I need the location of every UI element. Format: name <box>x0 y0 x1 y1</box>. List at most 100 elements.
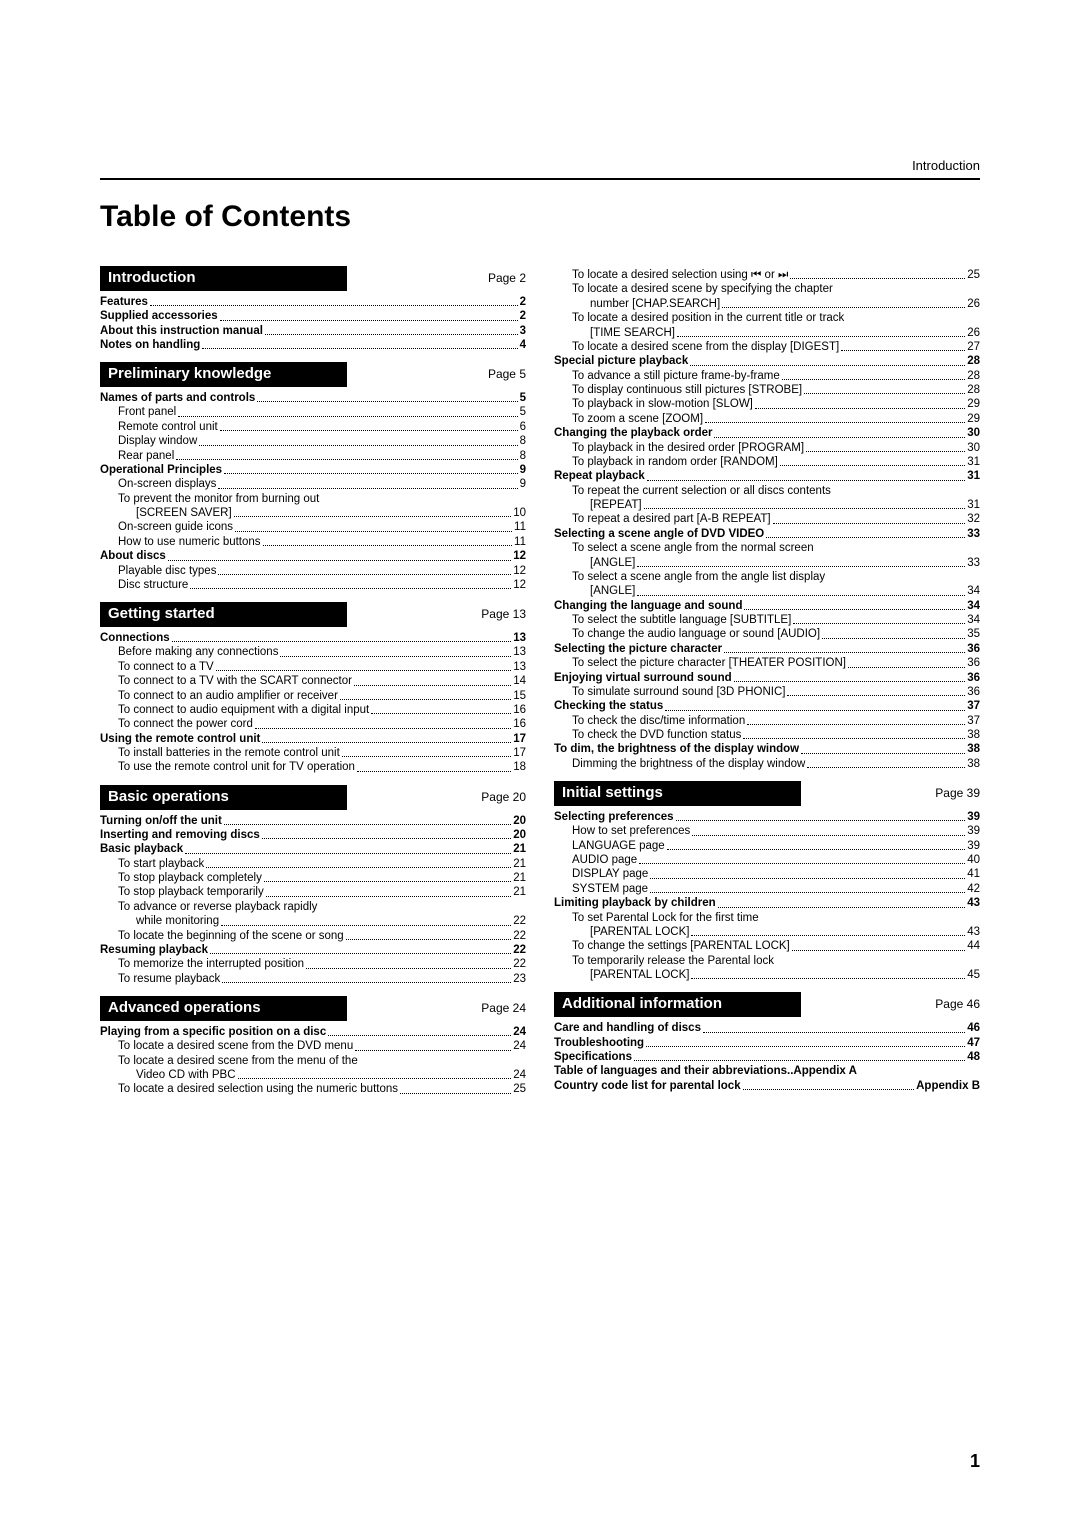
toc-entry-label: To resume playback <box>118 972 220 986</box>
toc-section-page: Page 20 <box>481 790 526 805</box>
leader-dots <box>705 422 965 423</box>
toc-entry-page: Appendix A <box>793 1064 856 1078</box>
toc-entry-page: 21 <box>513 842 526 856</box>
leader-dots <box>342 756 511 757</box>
leader-dots <box>807 767 965 768</box>
toc-section-header: Initial settingsPage 39 <box>554 781 980 806</box>
toc-entry: On-screen guide icons11 <box>100 520 526 534</box>
leader-dots <box>263 545 513 546</box>
toc-entry-label: AUDIO page <box>572 853 637 867</box>
toc-entry-label: [REPEAT] <box>590 498 642 512</box>
toc-entry-label: To advance or reverse playback rapidly <box>118 900 317 914</box>
toc-entry: To zoom a scene [ZOOM]29 <box>554 412 980 426</box>
leader-dots <box>222 982 511 983</box>
leader-dots <box>792 950 965 951</box>
toc-entry: [ANGLE]33 <box>554 556 980 570</box>
toc-entry: To start playback21 <box>100 857 526 871</box>
toc-entry-label: To change the settings [PARENTAL LOCK] <box>572 939 790 953</box>
leader-dots <box>690 365 965 366</box>
toc-entry-label: On-screen guide icons <box>118 520 233 534</box>
toc-entry-label: while monitoring <box>136 914 219 928</box>
toc-entry: [PARENTAL LOCK]43 <box>554 925 980 939</box>
toc-column: To locate a desired selection using ⏮ or… <box>554 256 980 1097</box>
toc-section-title: Getting started <box>100 602 347 627</box>
toc-entry-label: Repeat playback <box>554 469 645 483</box>
toc-entry-label: To playback in random order [RANDOM] <box>572 455 778 469</box>
toc-entry: To select a scene angle from the angle l… <box>554 570 980 584</box>
toc-entry-label: To select the picture character [THEATER… <box>572 656 846 670</box>
toc-entry-label: To memorize the interrupted position <box>118 957 304 971</box>
toc-entry-page: 42 <box>967 882 980 896</box>
leader-dots <box>400 1093 511 1094</box>
toc-entry: To advance or reverse playback rapidly <box>100 900 526 914</box>
toc-entry-page: 30 <box>967 441 980 455</box>
toc-entry-page: 24 <box>513 1039 526 1053</box>
toc-entry: Resuming playback22 <box>100 943 526 957</box>
leader-dots <box>718 907 966 908</box>
toc-entry-page: 34 <box>967 584 980 598</box>
toc-section-page: Page 46 <box>935 997 980 1012</box>
toc-section-title: Advanced operations <box>100 996 347 1021</box>
toc-entry-page: 39 <box>967 824 980 838</box>
toc-entry-label: To locate a desired scene from the menu … <box>118 1054 358 1068</box>
toc-entry-page: 36 <box>967 671 980 685</box>
leader-dots <box>650 892 965 893</box>
toc-entry-label: On-screen displays <box>118 477 216 491</box>
toc-entry-page: 16 <box>513 717 526 731</box>
toc-entry-page: 13 <box>513 645 526 659</box>
toc-entry-page: 21 <box>513 885 526 899</box>
toc-entry: number [CHAP.SEARCH]26 <box>554 297 980 311</box>
toc-entry: To memorize the interrupted position22 <box>100 957 526 971</box>
toc-entry-label: Front panel <box>118 405 176 419</box>
leader-dots <box>665 710 965 711</box>
toc-entry: Table of languages and their abbreviatio… <box>554 1064 980 1078</box>
toc-entry-label: To locate the beginning of the scene or … <box>118 929 344 943</box>
toc-entry: [REPEAT]31 <box>554 498 980 512</box>
leader-dots <box>224 824 511 825</box>
toc-entry-label: To connect the power cord <box>118 717 253 731</box>
leader-dots <box>172 641 512 642</box>
toc-entry-label: To set Parental Lock for the first time <box>572 911 759 925</box>
leader-dots <box>703 1032 965 1033</box>
toc-entry-label: To locate a desired selection using ⏮ or… <box>572 268 788 282</box>
toc-entry-page: 5 <box>520 391 526 405</box>
toc-entry-page: 31 <box>967 455 980 469</box>
leader-dots <box>346 939 512 940</box>
toc-entry-label: To locate a desired selection using the … <box>118 1082 398 1096</box>
toc-entry-label: Care and handling of discs <box>554 1021 701 1035</box>
toc-entry-label: Supplied accessories <box>100 309 218 323</box>
toc-section-page: Page 39 <box>935 786 980 801</box>
leader-dots <box>790 278 965 279</box>
toc-entry-page: 3 <box>520 324 526 338</box>
leader-dots <box>262 742 511 743</box>
leader-dots <box>150 305 518 306</box>
toc-entry-page: 2 <box>520 309 526 323</box>
toc-entry-label: To temporarily release the Parental lock <box>572 954 774 968</box>
toc-entry-page: 43 <box>967 896 980 910</box>
leader-dots <box>218 488 517 489</box>
toc-entry-label: [ANGLE] <box>590 556 635 570</box>
leader-dots <box>841 350 965 351</box>
leader-dots <box>677 336 965 337</box>
leader-dots <box>168 560 511 561</box>
toc-entry: Supplied accessories 2 <box>100 309 526 323</box>
toc-entry-label: Remote control unit <box>118 420 218 434</box>
toc-entry-page: 22 <box>513 943 526 957</box>
leader-dots <box>773 523 966 524</box>
leader-dots <box>257 401 517 402</box>
toc-entry-page: 21 <box>513 871 526 885</box>
toc-column: IntroductionPage 2Features2Supplied acce… <box>100 256 526 1097</box>
toc-entry: To locate a desired position in the curr… <box>554 311 980 325</box>
toc-section-header: Additional informationPage 46 <box>554 992 980 1017</box>
toc-entry-label: To select a scene angle from the angle l… <box>572 570 825 584</box>
toc-entry-page: 31 <box>967 469 980 483</box>
toc-entry-page: 11 <box>514 535 526 549</box>
toc-entry: Basic playback21 <box>100 842 526 856</box>
toc-entry: To connect to audio equipment with a dig… <box>100 703 526 717</box>
toc-entry: Care and handling of discs46 <box>554 1021 980 1035</box>
toc-entry-page: 26 <box>967 326 980 340</box>
toc-entry-page: 44 <box>967 939 980 953</box>
toc-section-page: Page 2 <box>488 271 526 286</box>
toc-entry: To select the picture character [THEATER… <box>554 656 980 670</box>
toc-entry: To locate a desired selection using the … <box>100 1082 526 1096</box>
